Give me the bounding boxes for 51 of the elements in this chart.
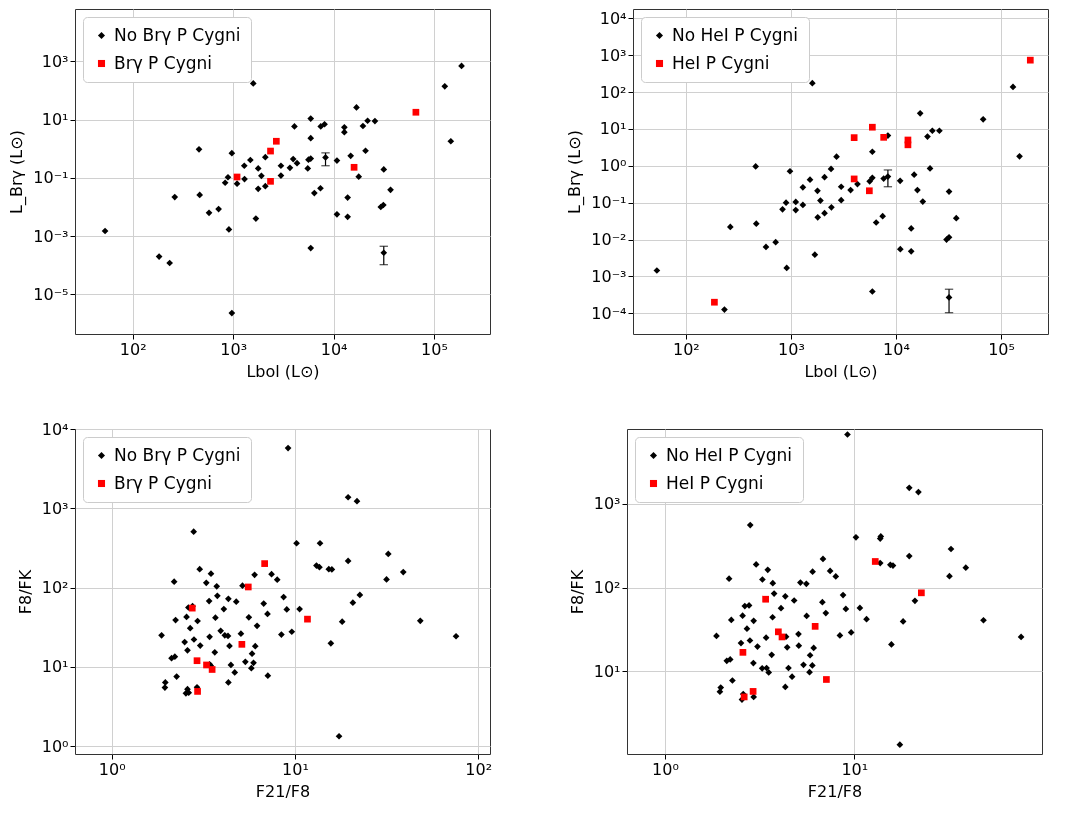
x-tick-label: 10³ <box>778 339 805 359</box>
x-axis-title: Lbol (L⊙) <box>804 361 878 381</box>
y-tick-label: 10³ <box>599 45 627 65</box>
y-axis-title: F8/FK <box>15 569 35 615</box>
y-tick-label: 10¹ <box>41 110 69 130</box>
y-tick-label: 10¹ <box>41 657 69 677</box>
x-tick-label: 10⁵ <box>421 339 448 359</box>
x-tick-label: 10⁰ <box>652 759 679 779</box>
x-axis-title: F21/F8 <box>255 781 311 801</box>
legend-label: No HeI P Cygni <box>666 444 793 465</box>
y-tick-label: 10⁻² <box>591 230 627 250</box>
y-tick-label: 10⁻⁴ <box>591 303 627 323</box>
y-tick-label: 10² <box>599 82 627 102</box>
legend-label: Brγ P Cygni <box>114 472 212 493</box>
y-tick-label: 10⁰ <box>41 736 69 756</box>
legend-label: HeI P Cygni <box>672 52 770 73</box>
x-tick-label: 10² <box>672 339 700 359</box>
legend-label: HeI P Cygni <box>666 472 764 493</box>
y-tick-label: 10⁻³ <box>33 226 69 246</box>
y-tick-label: 10² <box>593 578 621 598</box>
y-tick-label: 10⁻³ <box>591 266 627 286</box>
y-axis-title: L_Brγ (L⊙) <box>565 130 586 214</box>
x-tick-label: 10² <box>119 339 147 359</box>
x-tick-label: 10¹ <box>841 759 869 779</box>
y-tick-label: 10² <box>41 578 69 598</box>
legend-label: No Brγ P Cygni <box>114 24 241 45</box>
legend-label: No HeI P Cygni <box>672 24 799 45</box>
y-tick-label: 10³ <box>41 498 69 518</box>
y-tick-label: 10⁰ <box>599 156 627 176</box>
y-tick-label: 10⁻¹ <box>33 168 69 188</box>
x-tick-label: 10⁴ <box>320 339 348 359</box>
legend-label: No Brγ P Cygni <box>114 444 241 465</box>
y-axis-title: L_Brγ (L⊙) <box>7 130 28 214</box>
x-tick-label: 10² <box>465 759 493 779</box>
legend-label: Brγ P Cygni <box>114 52 212 73</box>
y-tick-label: 10⁻¹ <box>591 193 627 213</box>
y-tick-label: 10³ <box>593 494 621 514</box>
x-tick-label: 10⁰ <box>98 759 126 779</box>
x-axis-title: Lbol (L⊙) <box>246 361 320 381</box>
y-tick-label: 10¹ <box>599 119 627 139</box>
y-axis-title: F8/FK <box>567 569 587 615</box>
x-tick-label: 10⁵ <box>988 339 1015 359</box>
y-tick-label: 10³ <box>41 51 69 71</box>
y-tick-label: 10⁴ <box>599 8 627 28</box>
y-tick-label: 10⁻⁵ <box>33 284 69 304</box>
y-tick-label: 10¹ <box>593 661 621 681</box>
x-tick-label: 10⁴ <box>883 339 910 359</box>
x-tick-label: 10¹ <box>282 759 309 779</box>
y-tick-label: 10⁴ <box>41 419 69 439</box>
x-tick-label: 10³ <box>220 339 248 359</box>
x-axis-title: F21/F8 <box>807 781 863 801</box>
